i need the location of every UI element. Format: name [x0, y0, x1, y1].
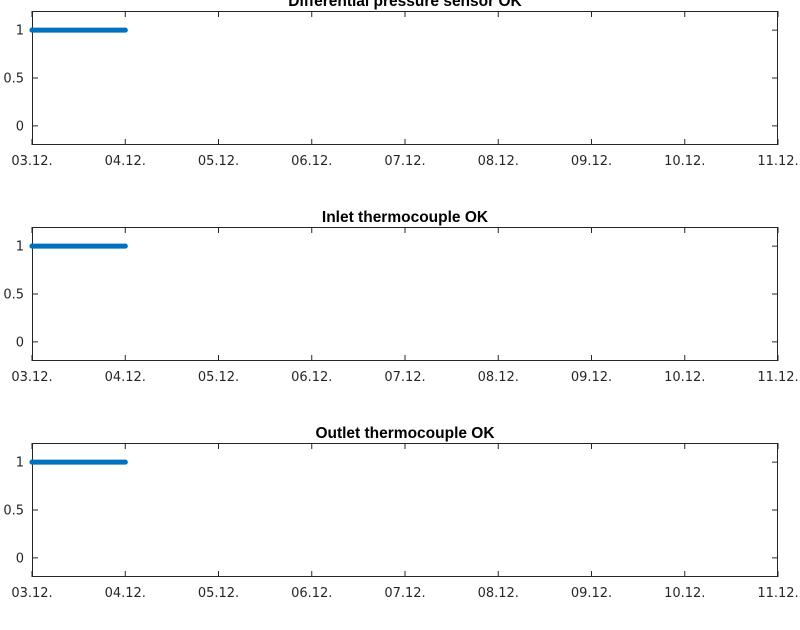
y-tick-label: 0.5	[3, 72, 24, 87]
plot-frame	[32, 227, 778, 361]
chart-title: Inlet thermocouple OK	[322, 209, 489, 226]
chart-title: Outlet thermocouple OK	[315, 425, 495, 442]
subplot-1: Differential pressure sensor OK 03.12. 04.…	[3, 0, 798, 169]
plot-frame	[32, 443, 778, 577]
x-tick-label: 09.12.	[571, 370, 612, 385]
x-tick-label: 10.12.	[664, 154, 705, 169]
y-tick-label: 0	[16, 551, 24, 566]
x-tick-label: 04.12.	[105, 154, 146, 169]
x-tick-label: 11.12.	[757, 154, 798, 169]
x-tick-label: 03.12.	[11, 370, 52, 385]
y-tick-label: 0.5	[3, 288, 24, 303]
x-tick-label: 03.12.	[11, 586, 52, 601]
data-point	[122, 459, 128, 465]
subplot-2: Inlet thermocouple OK 03.12. 04.12. 05.12. 0…	[3, 209, 798, 385]
x-tick-label: 07.12.	[384, 370, 425, 385]
y-tick-label: 0	[16, 119, 24, 134]
x-tick-label: 11.12.	[757, 370, 798, 385]
data-point	[29, 27, 35, 33]
x-tick-label: 10.12.	[664, 370, 705, 385]
x-tick-label: 08.12.	[478, 586, 519, 601]
y-tick-label: 0.5	[3, 504, 24, 519]
x-tick-label: 04.12.	[105, 586, 146, 601]
y-tick-label: 0	[16, 335, 24, 350]
subplot-3: Outlet thermocouple OK 03.12. 04.12. 05.12.…	[3, 425, 798, 601]
x-tick-label: 05.12.	[198, 154, 239, 169]
x-tick-label: 06.12.	[291, 154, 332, 169]
x-tick-label: 07.12.	[384, 586, 425, 601]
x-tick-label: 06.12.	[291, 370, 332, 385]
y-tick-label: 1	[16, 24, 24, 39]
chart-title: Differential pressure sensor OK	[288, 0, 522, 10]
x-tick-label: 09.12.	[571, 154, 612, 169]
x-tick-label: 05.12.	[198, 370, 239, 385]
x-tick-label: 10.12.	[664, 586, 705, 601]
x-tick-label: 05.12.	[198, 586, 239, 601]
y-tick-label: 1	[16, 456, 24, 471]
x-tick-label: 08.12.	[478, 154, 519, 169]
x-tick-label: 03.12.	[11, 154, 52, 169]
x-tick-label: 08.12.	[478, 370, 519, 385]
data-point	[122, 243, 128, 249]
data-point	[29, 243, 35, 249]
data-point	[29, 459, 35, 465]
x-tick-label: 06.12.	[291, 586, 332, 601]
y-tick-label: 1	[16, 240, 24, 255]
x-tick-label: 09.12.	[571, 586, 612, 601]
data-point	[122, 27, 128, 33]
x-tick-label: 04.12.	[105, 370, 146, 385]
x-tick-label: 11.12.	[757, 586, 798, 601]
x-tick-label: 07.12.	[384, 154, 425, 169]
plot-frame	[32, 11, 778, 145]
